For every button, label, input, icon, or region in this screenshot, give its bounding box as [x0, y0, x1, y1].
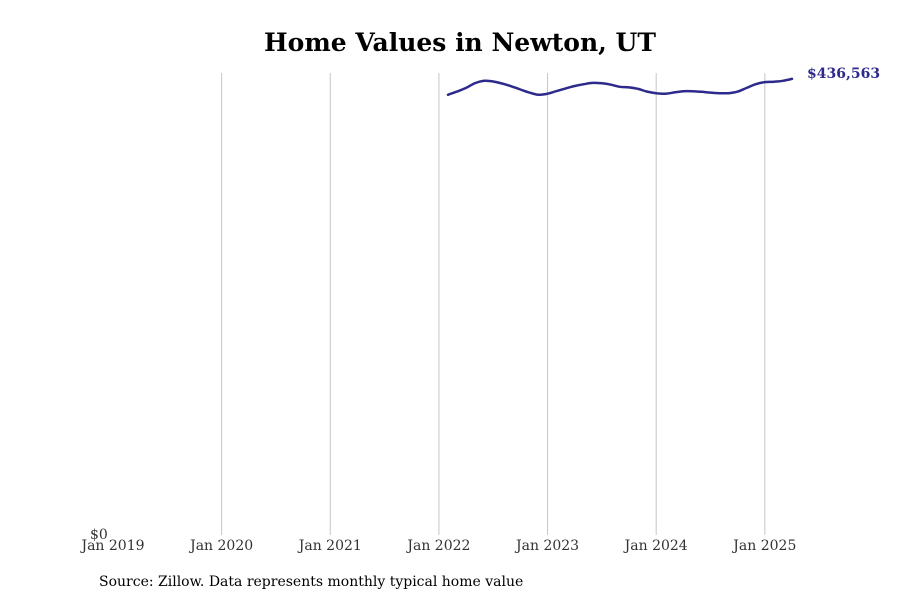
x-tick-label: Jan 2021 [297, 538, 362, 554]
x-tick-label: Jan 2024 [623, 538, 688, 554]
x-tick-label: Jan 2025 [731, 538, 796, 554]
chart-title: Home Values in Newton, UT [264, 28, 656, 57]
x-tick-label: Jan 2023 [514, 538, 579, 554]
x-tick-label: Jan 2020 [188, 538, 253, 554]
x-tick-label: Jan 2022 [405, 538, 470, 554]
y-axis-zero-label: $0 [90, 527, 108, 543]
home-value-line [446, 77, 794, 97]
latest-value-label: $436,563 [807, 66, 880, 82]
source-note: Source: Zillow. Data represents monthly … [99, 574, 524, 590]
x-tick-label: Jan 2019 [79, 538, 144, 554]
grid-lines [221, 73, 766, 535]
x-axis-ticks: Jan 2019 Jan 2020 Jan 2021 Jan 2022 Jan 2023… [79, 538, 796, 554]
